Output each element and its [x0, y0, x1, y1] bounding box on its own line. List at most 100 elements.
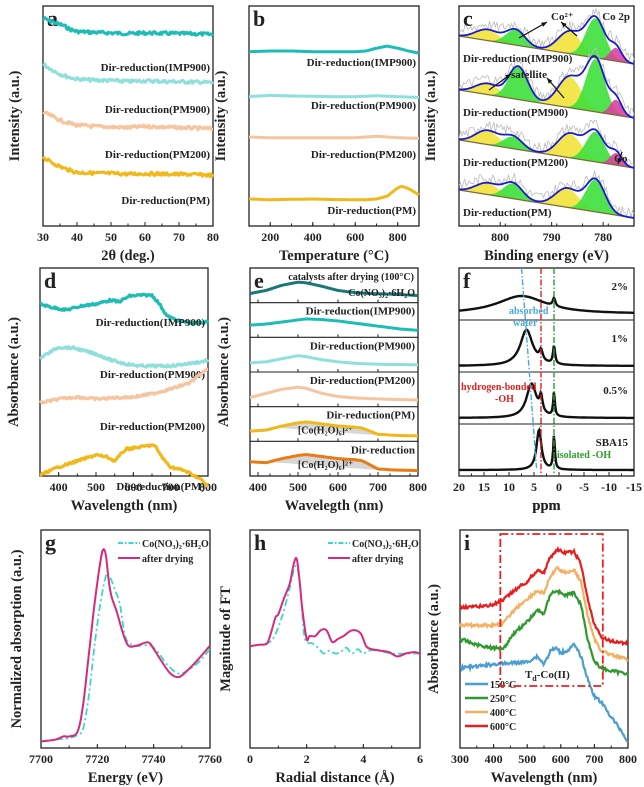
panel-h: 0 2 4 6 Radial distance (Å) Magnitude of FT h C… — [218, 529, 423, 786]
series-line — [459, 642, 629, 743]
x-tick-label: 400 — [304, 230, 322, 244]
series-label: Dir-reduction(IMP900) — [463, 53, 573, 65]
x-axis-label: ppm — [532, 498, 560, 514]
series-line — [249, 420, 419, 438]
x-tick-label: 15 — [478, 480, 490, 494]
x-tick-label: 600 — [552, 752, 570, 766]
x-tick-label: 7760 — [198, 752, 222, 766]
envelope-line — [458, 15, 635, 65]
fit-component — [459, 136, 634, 168]
x-tick-label: 50 — [105, 230, 117, 244]
arrow-head — [617, 158, 622, 164]
panel-label: g — [45, 530, 56, 555]
envelope-line — [458, 54, 635, 119]
x-tick-label: 4 — [360, 752, 366, 766]
series-label: Dir-reduction(PM200) — [463, 157, 568, 169]
guide-label-isolated-oh: isolated -OH — [557, 450, 611, 461]
series-label: Dir-reduction(PM) — [463, 207, 552, 219]
x-tick-label: 800 — [389, 230, 407, 244]
series-label: Dir-reduction(PM) — [326, 410, 415, 422]
legend-label: 600°C — [490, 722, 516, 733]
arrow-head — [547, 78, 553, 84]
series-line — [249, 453, 419, 473]
x-tick-label: 800 — [491, 230, 509, 244]
series-label: Dir-reduction(PM900) — [463, 107, 568, 119]
series-label: Dir-reduction(PM) — [116, 481, 205, 493]
y-axis-label: Intensity (a.u.) — [7, 71, 23, 162]
x-tick-label: 400 — [249, 480, 267, 494]
series-line — [249, 385, 419, 402]
x-tick-label: 300 — [451, 752, 469, 766]
fit-component — [459, 29, 634, 64]
fit-component — [459, 29, 634, 65]
x-tick-label: 2 — [304, 752, 310, 766]
guide-label-oh: -OH — [495, 394, 514, 405]
highlight-box — [499, 533, 604, 687]
y-axis-label: Absorbance (a.u.) — [216, 317, 232, 427]
legend-label: Co(NO₃)₂·6H₂O — [352, 539, 419, 550]
series-label: Dir-reduction(PM900) — [311, 100, 416, 112]
x-tick-label: 60 — [139, 230, 151, 244]
series-label: Dir-reduction(PM200) — [100, 421, 205, 433]
envelope-line — [459, 128, 635, 169]
series-label: Dir-reduction(IMP900) — [101, 62, 211, 74]
series-label: 0.5% — [603, 385, 628, 397]
y-axis-label: Intensity (a.u.) — [423, 71, 439, 162]
series-line — [248, 93, 420, 99]
series-line — [458, 328, 634, 367]
legend-label: after drying — [142, 554, 193, 565]
guide-label-water: water — [513, 318, 538, 329]
series-line — [249, 317, 419, 332]
x-tick-label: 700 — [162, 480, 180, 494]
x-tick-label: -15 — [626, 480, 642, 494]
series-label: Dir-reduction(PM) — [121, 195, 210, 207]
x-tick-label: 400 — [50, 480, 68, 494]
annotation-co: Co — [614, 153, 628, 165]
x-tick-label: 10 — [503, 480, 515, 494]
x-tick-label: 500 — [87, 480, 105, 494]
background-line — [458, 35, 635, 65]
plot-frame — [39, 267, 209, 477]
y-axis-label: Absorbance (a.u.) — [426, 584, 442, 694]
x-tick-label: 500 — [518, 752, 536, 766]
x-tick-label: 5 — [531, 480, 537, 494]
raw-spectrum — [458, 119, 635, 166]
annotation-co2p: Co 2p — [602, 11, 630, 23]
x-tick-label: 600 — [124, 480, 142, 494]
panel-e: 400 500 600 700 800 Wavelegth (nm) Absorbance … — [216, 267, 427, 514]
series-line — [248, 185, 420, 202]
plot-frame — [42, 5, 214, 227]
legend-label: 250°C — [490, 694, 516, 705]
x-tick-label: -5 — [579, 480, 589, 494]
series-label: Dir-reduction(IMP900) — [307, 57, 417, 69]
series-line — [38, 367, 209, 405]
series-label: 2% — [612, 281, 629, 293]
x-axis-label: Wavelength (nm) — [71, 498, 178, 514]
shaded-band-label: [Co(H₂O)₆]²⁺ — [298, 425, 353, 436]
shaded-band-label: [Co(H₂O)₆]²⁺ — [298, 460, 353, 471]
series-line — [459, 382, 634, 420]
series-line — [39, 292, 210, 326]
background-line — [458, 139, 635, 169]
x-axis-label: Wavelegth (nm) — [285, 498, 384, 514]
x-tick-label: 0 — [247, 752, 253, 766]
series-line — [459, 427, 634, 472]
series-label: Dir-reduction(IMP900) — [306, 306, 416, 318]
panel-label: f — [463, 268, 471, 293]
annotation-td-co: Td-Co(II) — [525, 669, 570, 683]
x-tick-label: 7720 — [85, 752, 109, 766]
x-axis-label: Energy (eV) — [88, 770, 163, 786]
x-tick-label: 500 — [289, 480, 307, 494]
series-line — [249, 565, 420, 655]
series-line — [248, 134, 420, 140]
x-tick-label: 800 — [619, 752, 637, 766]
series-label: Dir-reduction(IMP900) — [96, 317, 206, 329]
series-line — [459, 588, 630, 677]
x-axis-label: Wavelength (nm) — [491, 770, 598, 786]
background-line — [458, 89, 635, 119]
legend-label: after drying — [352, 554, 403, 565]
guide-label-hydrogen-bonded: hydrogen-bonded — [461, 382, 537, 393]
shaded-band — [270, 422, 378, 436]
x-axis-label: 2θ (deg.) — [101, 248, 155, 264]
fit-component — [459, 183, 634, 218]
